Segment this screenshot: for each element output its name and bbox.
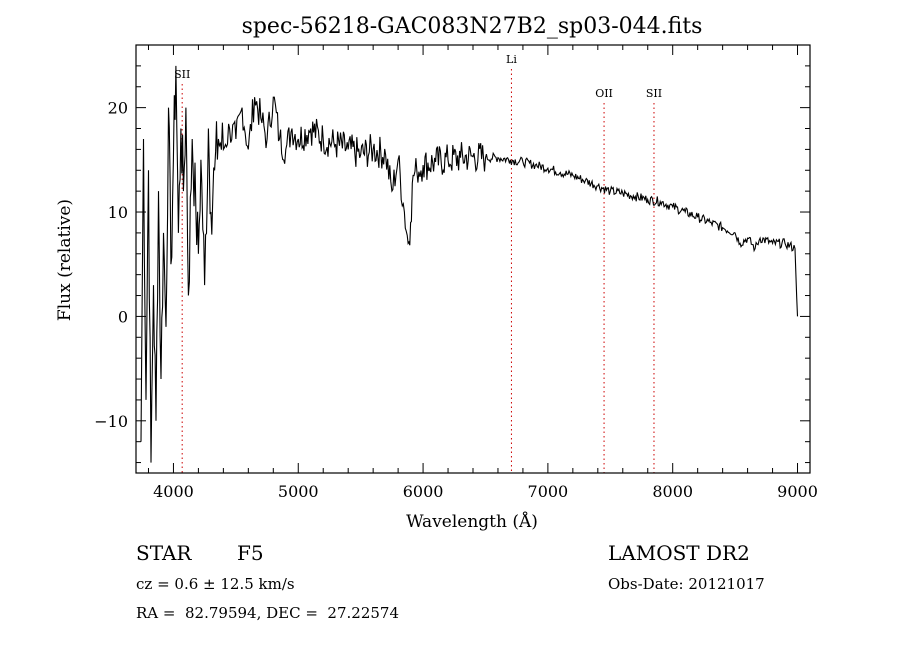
object-class: STAR (136, 541, 192, 565)
plot-frame (135, 44, 811, 474)
y-axis-label: Flux (relative) (55, 199, 75, 321)
spectrum-line (140, 65, 799, 463)
chart-title: spec-56218-GAC083N27B2_sp03-044.fits (242, 14, 703, 39)
coordinates: RA = 82.79594, DEC = 27.22574 (136, 604, 400, 622)
x-tick-label: 7000 (528, 482, 569, 501)
y-tick-label: −10 (94, 412, 128, 431)
subclass: F5 (237, 541, 264, 565)
redshift-text: cz = 0.6 ± 12.5 km/s (136, 575, 295, 593)
x-tick-label: 9000 (777, 482, 818, 501)
y-tick-label: 10 (108, 203, 128, 222)
obs-date: Obs-Date: 20121017 (608, 575, 765, 593)
annotation-label: SII (646, 87, 662, 100)
x-tick-label: 4000 (153, 482, 194, 501)
x-tick-label: 6000 (403, 482, 444, 501)
annotation-label: SII (174, 68, 190, 81)
line-annotations: SII Li OII SII (174, 53, 662, 473)
x-tick-label: 8000 (652, 482, 693, 501)
x-tick-label: 5000 (278, 482, 319, 501)
annotation-label: OII (595, 87, 613, 100)
y-tick-label: 20 (108, 99, 128, 118)
x-axis-label: Wavelength (Å) (406, 511, 538, 532)
axis-ticks: 4000 5000 6000 7000 8000 9000 −10 0 10 20 (94, 44, 818, 501)
survey-name: LAMOST DR2 (608, 541, 750, 565)
y-tick-label: 0 (118, 307, 128, 326)
annotation-label: Li (506, 53, 517, 66)
